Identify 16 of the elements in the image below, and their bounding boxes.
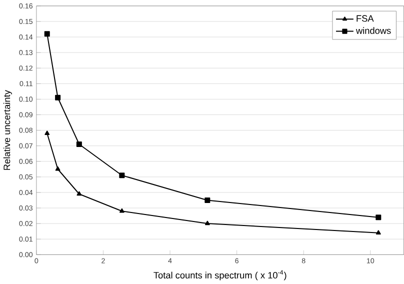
point [204, 220, 210, 226]
point [119, 208, 124, 213]
point [55, 166, 60, 171]
point [76, 191, 82, 196]
point [204, 198, 210, 204]
point [44, 130, 50, 136]
point [376, 230, 381, 235]
legend-label: FSA [356, 15, 374, 22]
y-axis-title: Relative uncertainty [3, 90, 12, 170]
point [376, 214, 382, 220]
point [76, 142, 82, 148]
x-axis-title: Total counts in spectrum ( x 10$^{-4}$) [154, 270, 286, 280]
point [119, 172, 125, 178]
point [55, 95, 61, 101]
point [44, 31, 50, 37]
legend-label: windows [356, 27, 391, 34]
